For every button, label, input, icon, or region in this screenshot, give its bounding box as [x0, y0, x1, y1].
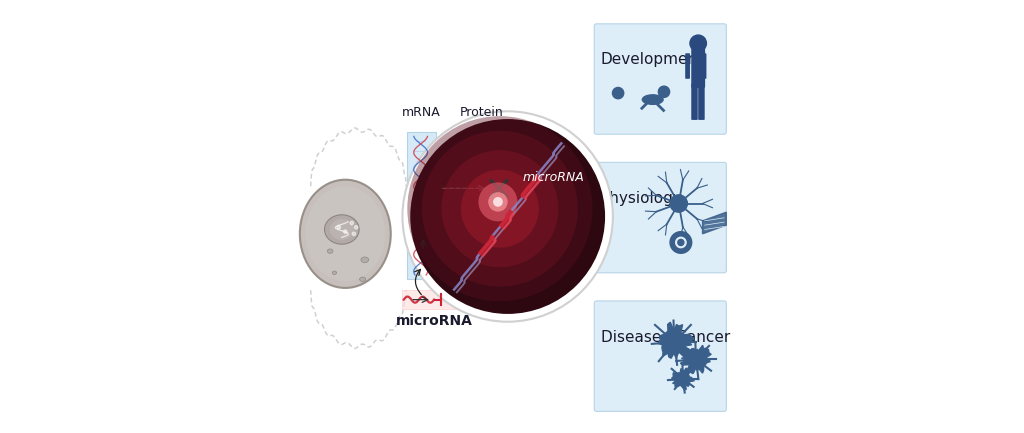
- Circle shape: [402, 111, 613, 322]
- Circle shape: [690, 35, 707, 52]
- Circle shape: [494, 197, 503, 207]
- Circle shape: [678, 239, 684, 246]
- Ellipse shape: [359, 277, 366, 281]
- Text: microRNA: microRNA: [395, 314, 472, 328]
- Circle shape: [658, 86, 670, 97]
- FancyBboxPatch shape: [407, 132, 436, 279]
- Text: Physiology: Physiology: [601, 191, 683, 206]
- Text: microRNA: microRNA: [523, 171, 585, 184]
- FancyBboxPatch shape: [401, 290, 479, 309]
- Ellipse shape: [328, 249, 333, 253]
- Ellipse shape: [300, 180, 391, 288]
- FancyBboxPatch shape: [698, 84, 705, 120]
- FancyBboxPatch shape: [691, 48, 706, 88]
- Circle shape: [676, 237, 686, 248]
- Polygon shape: [702, 212, 726, 234]
- Circle shape: [488, 192, 508, 212]
- Circle shape: [422, 131, 578, 287]
- Ellipse shape: [642, 95, 664, 104]
- Circle shape: [350, 221, 353, 225]
- FancyBboxPatch shape: [594, 162, 726, 273]
- FancyBboxPatch shape: [701, 53, 707, 79]
- Text: Disease / Cancer: Disease / Cancer: [601, 330, 730, 345]
- Ellipse shape: [333, 271, 337, 275]
- Circle shape: [354, 226, 357, 229]
- Polygon shape: [657, 322, 694, 359]
- Circle shape: [612, 87, 624, 99]
- Ellipse shape: [360, 257, 369, 262]
- Circle shape: [411, 119, 605, 314]
- Ellipse shape: [305, 187, 385, 281]
- FancyBboxPatch shape: [594, 301, 726, 411]
- Text: mRNA: mRNA: [401, 106, 440, 119]
- Ellipse shape: [330, 219, 353, 240]
- Text: Development: Development: [601, 52, 703, 68]
- Ellipse shape: [325, 215, 359, 244]
- Circle shape: [337, 226, 341, 229]
- Circle shape: [670, 195, 687, 212]
- Text: Protein: Protein: [460, 106, 504, 119]
- Polygon shape: [680, 345, 712, 374]
- FancyBboxPatch shape: [685, 53, 690, 79]
- FancyBboxPatch shape: [594, 24, 726, 134]
- Polygon shape: [672, 368, 694, 390]
- Circle shape: [352, 232, 355, 236]
- Circle shape: [670, 232, 691, 253]
- Circle shape: [461, 170, 539, 248]
- Circle shape: [408, 116, 593, 301]
- Circle shape: [441, 150, 558, 267]
- Circle shape: [478, 182, 517, 221]
- Circle shape: [344, 230, 347, 233]
- FancyBboxPatch shape: [691, 84, 697, 120]
